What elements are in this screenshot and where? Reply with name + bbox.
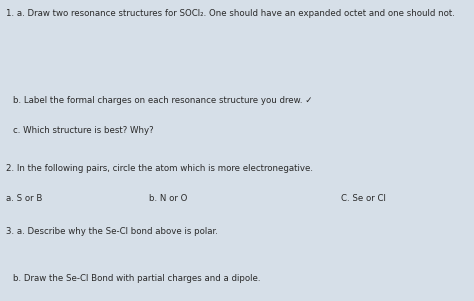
Text: c. Which structure is best? Why?: c. Which structure is best? Why? [13,126,154,135]
Text: 3. a. Describe why the Se-Cl bond above is polar.: 3. a. Describe why the Se-Cl bond above … [6,227,218,236]
Text: 1. a. Draw two resonance structures for SOCl₂. One should have an expanded octet: 1. a. Draw two resonance structures for … [6,9,455,18]
Text: C. Se or Cl: C. Se or Cl [341,194,386,203]
Text: a. S or B: a. S or B [6,194,42,203]
Text: b. N or O: b. N or O [149,194,188,203]
Text: b. Draw the Se-Cl Bond with partial charges and a dipole.: b. Draw the Se-Cl Bond with partial char… [13,274,261,283]
Text: b. Label the formal charges on each resonance structure you drew. ✓: b. Label the formal charges on each reso… [13,96,313,105]
Text: 2. In the following pairs, circle the atom which is more electronegative.: 2. In the following pairs, circle the at… [6,164,313,173]
